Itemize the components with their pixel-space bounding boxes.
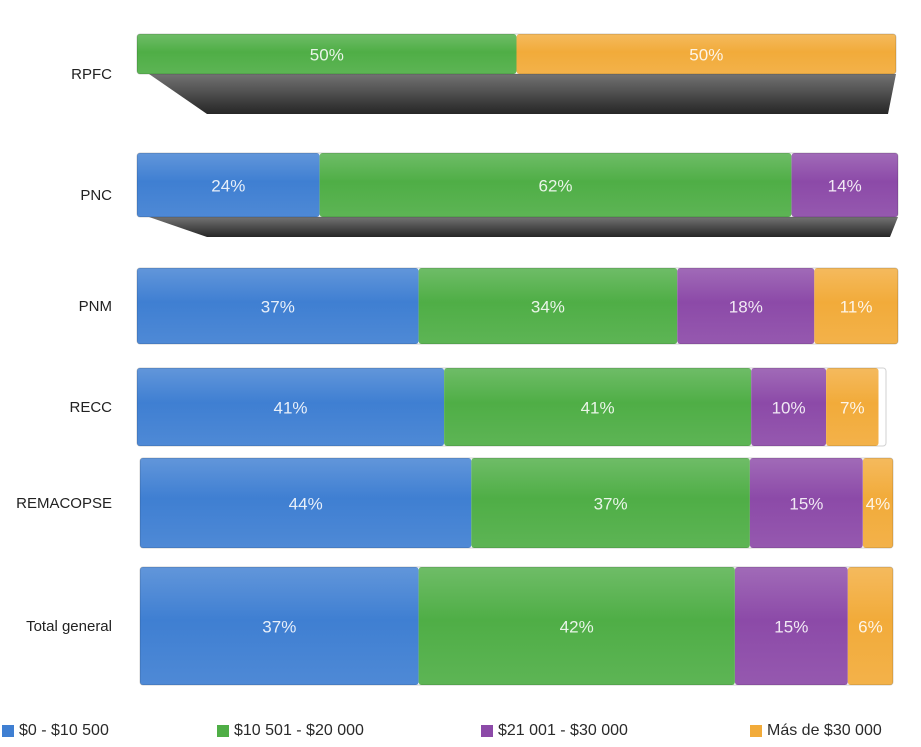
bar-outline-0	[136, 33, 897, 75]
category-label-3: RECC	[69, 399, 112, 416]
bar-outline-5	[139, 566, 894, 686]
legend-item-2: $21 001 - $30 000	[481, 722, 628, 740]
bar-segment-0-1	[137, 34, 517, 74]
bar-segment-1-0	[137, 153, 320, 217]
bar-segment-3-2	[751, 368, 827, 446]
category-label-5: Total general	[26, 618, 112, 635]
category-label-4: REMACOPSE	[16, 495, 112, 512]
data-labels: 50% 50% 24% 62% 14% 37% 34% 18% 11% 41% 41% 10% 7% 44…	[211, 45, 890, 636]
data-label-3-3: 7%	[840, 398, 865, 417]
legend-item-1: $10 501 - $20 000	[217, 722, 364, 740]
bar-segment-1-2	[791, 153, 898, 217]
data-label-3-1: 41%	[581, 398, 615, 417]
bar-segment-5-2	[734, 567, 848, 685]
data-label-3-0: 41%	[273, 398, 307, 417]
legend-swatch-1	[217, 725, 229, 737]
bar-segment-2-0	[137, 268, 419, 344]
data-label-3-2: 10%	[772, 398, 806, 417]
category-label-0: RPFC	[71, 66, 112, 83]
data-label-2-3: 11%	[840, 297, 873, 316]
legend-label-2: $21 001 - $30 000	[498, 722, 628, 739]
bar-segment-3-1	[444, 368, 752, 446]
data-label-1-2: 14%	[828, 176, 862, 195]
bar-underside-1	[149, 217, 898, 237]
bar-outline-4	[139, 457, 894, 549]
legend-item-3: Más de $30 000	[750, 722, 882, 740]
bar-segment-4-1	[471, 458, 750, 548]
data-label-1-1: 62%	[538, 176, 572, 195]
data-label-4-2: 15%	[789, 494, 823, 513]
bar-segment-3-0	[137, 368, 445, 446]
data-label-4-3: 4%	[866, 494, 891, 513]
data-label-5-0: 37%	[262, 617, 296, 636]
data-label-5-3: 6%	[858, 617, 883, 636]
bar-segment-4-2	[749, 458, 863, 548]
bar-segment-5-0	[140, 567, 419, 685]
bar-segment-4-3	[862, 458, 893, 548]
data-label-5-1: 42%	[560, 617, 594, 636]
data-label-4-0: 44%	[289, 494, 323, 513]
legend-label-1: $10 501 - $20 000	[234, 722, 364, 739]
data-label-1-0: 24%	[211, 176, 245, 195]
bar-segment-2-2	[677, 268, 815, 344]
bar-segment-4-0	[140, 458, 472, 548]
data-label-0-3: 50%	[689, 45, 723, 64]
legend-item-0: $0 - $10 500	[2, 722, 109, 740]
bar-underside-0	[149, 74, 896, 114]
data-label-2-1: 34%	[531, 297, 565, 316]
bar-segment-3-3	[826, 368, 879, 446]
data-label-2-0: 37%	[261, 297, 295, 316]
bar-segment-5-1	[418, 567, 735, 685]
bar-segment-2-3	[814, 268, 898, 344]
data-label-5-2: 15%	[774, 617, 808, 636]
bar-segment-2-1	[418, 268, 678, 344]
category-labels: RPFC PNC PNM RECC REMACOPSE Total general	[16, 66, 112, 635]
category-label-1: PNC	[80, 187, 112, 204]
bar-outline-3	[136, 367, 887, 447]
data-label-0-1: 50%	[310, 45, 344, 64]
bar-segment-1-1	[319, 153, 792, 217]
data-label-2-2: 18%	[729, 297, 763, 316]
category-label-2: PNM	[79, 298, 112, 315]
stacked-bar-chart: RPFC PNC PNM RECC REMACOPSE Total general 50%…	[16, 33, 899, 686]
legend-swatch-0	[2, 725, 14, 737]
bar-outline-2	[136, 267, 899, 345]
legend-swatch-3	[750, 725, 762, 737]
bars	[136, 33, 899, 686]
bar-outline-1	[136, 152, 899, 218]
legend-label-3: Más de $30 000	[767, 722, 882, 739]
legend-label-0: $0 - $10 500	[19, 722, 109, 739]
bar-segment-5-3	[847, 567, 893, 685]
legend: $0 - $10 500 $10 501 - $20 000 $21 001 -…	[0, 722, 921, 744]
legend-swatch-2	[481, 725, 493, 737]
bar-segment-0-3	[516, 34, 896, 74]
data-label-4-1: 37%	[594, 494, 628, 513]
